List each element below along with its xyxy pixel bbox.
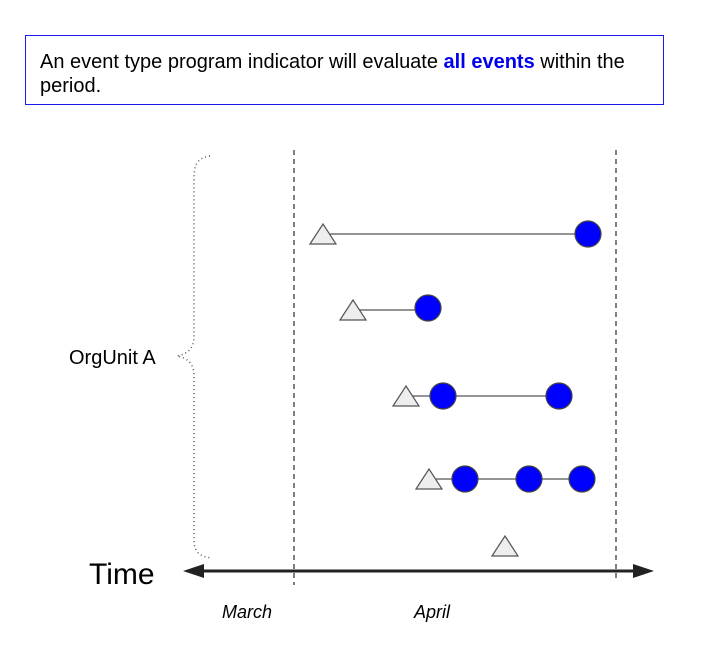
note-highlight: all events (443, 51, 535, 73)
time-label: Time (89, 558, 155, 591)
circle-event-icon (568, 465, 596, 493)
triangle-enrollment-icon (490, 534, 520, 557)
note-box: An event type program indicator will eva… (25, 35, 664, 105)
circle-event-icon (429, 382, 457, 410)
circle-event-icon (451, 465, 479, 493)
triangle-enrollment-icon (308, 222, 338, 245)
month-label-march: March (222, 602, 272, 622)
triangle-enrollment-icon (338, 298, 368, 321)
circle-event-icon (414, 294, 442, 322)
triangle-enrollment-icon (391, 384, 421, 407)
month-label-april: April (413, 602, 451, 622)
note-text-before: An event type program indicator will eva… (40, 51, 444, 73)
arrow-axis-icon (183, 564, 204, 578)
arrow-axis-icon (633, 564, 654, 578)
group-label: OrgUnit A (69, 347, 156, 369)
brace-icon (176, 155, 213, 559)
circle-event-icon (515, 465, 543, 493)
circle-event-icon (574, 220, 602, 248)
circle-event-icon (545, 382, 573, 410)
triangle-enrollment-icon (414, 467, 444, 490)
note-text-after: within the period. (40, 51, 625, 97)
